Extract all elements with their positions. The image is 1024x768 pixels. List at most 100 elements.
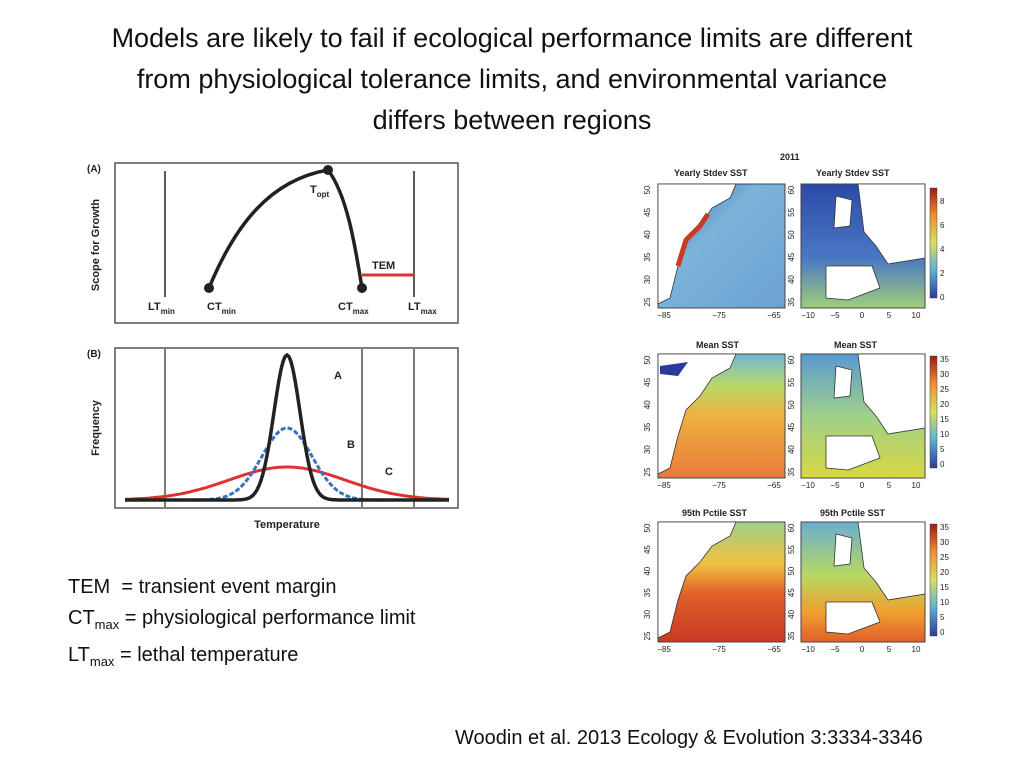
map-ytick-right: 35 bbox=[787, 631, 796, 640]
scale-r1-tick-2: 4 bbox=[940, 245, 945, 254]
scale-r2-tick-1: 30 bbox=[940, 370, 949, 379]
map-ytick-right: 50 bbox=[787, 566, 796, 575]
map-xtick-right: 5 bbox=[887, 481, 892, 490]
map-xtick-right: 0 bbox=[860, 481, 865, 490]
scale-r3-tick-2: 25 bbox=[940, 553, 949, 562]
slide-title: Models are likely to fail if ecological … bbox=[20, 18, 1004, 141]
map-ytick-right: 60 bbox=[787, 523, 796, 532]
map-ytick-left: 25 bbox=[643, 297, 652, 306]
scale-r3-tick-3: 20 bbox=[940, 568, 949, 577]
title-line-2: from physiological tolerance limits, and… bbox=[136, 64, 888, 94]
map-xtick-right: −10 bbox=[801, 481, 815, 490]
map-ytick-left: 50 bbox=[643, 185, 652, 194]
scale-r2-tick-2: 25 bbox=[940, 385, 949, 394]
map-xtick-left: −65 bbox=[767, 645, 781, 654]
panel-a-scope-for-growth: (A) Scope for Growth TEM Topt LTmin CTmi… bbox=[85, 155, 470, 327]
coast-hot-r1-left bbox=[675, 212, 711, 267]
topt-label: Topt bbox=[310, 184, 330, 199]
curve-b bbox=[125, 426, 449, 502]
scale-r3-tick-5: 10 bbox=[940, 598, 949, 607]
scale-r3 bbox=[929, 523, 938, 637]
scale-r2-tick-5: 10 bbox=[940, 430, 949, 439]
land-r1-right bbox=[825, 183, 926, 301]
map-ytick-right: 45 bbox=[787, 588, 796, 597]
panel-a-ylabel: Scope for Growth bbox=[90, 199, 102, 292]
map-xtick-left: −75 bbox=[712, 311, 726, 320]
map-ytick-left: 30 bbox=[643, 609, 652, 618]
definition-ltmax: LTmax = lethal temperature bbox=[68, 644, 299, 669]
definition-tem: TEM = transient event margin bbox=[68, 576, 337, 598]
map-ytick-left: 45 bbox=[643, 207, 652, 216]
map-ytick-right: 40 bbox=[787, 445, 796, 454]
curve-a bbox=[125, 352, 449, 502]
scale-r1-tick-4: 0 bbox=[940, 293, 945, 302]
citation: Woodin et al. 2013 Ecology & Evolution 3… bbox=[455, 727, 923, 749]
curve-c bbox=[125, 465, 449, 501]
map-ytick-left: 35 bbox=[643, 252, 652, 261]
map-ytick-right: 45 bbox=[787, 252, 796, 261]
map-xtick-left: −75 bbox=[712, 481, 726, 490]
map-ytick-right: 50 bbox=[787, 230, 796, 239]
map-xtick-right: −5 bbox=[830, 481, 840, 490]
map-ytick-left: 35 bbox=[643, 588, 652, 597]
map-title-r3-left: 95th Pctile SST bbox=[682, 508, 748, 518]
land-r2-left bbox=[657, 353, 737, 475]
map-xtick-left: −75 bbox=[712, 645, 726, 654]
map-xtick-right: 10 bbox=[912, 645, 921, 654]
map-xtick-right: 10 bbox=[912, 311, 921, 320]
scale-r3-tick-4: 15 bbox=[940, 583, 949, 592]
map-title-r2-right: Mean SST bbox=[834, 340, 878, 350]
map-title-r1-left: Yearly Stdev SST bbox=[674, 168, 748, 178]
map-xtick-right: −10 bbox=[801, 311, 815, 320]
map-ytick-right: 55 bbox=[787, 377, 796, 386]
map-xtick-right: 0 bbox=[860, 311, 865, 320]
map-xtick-right: 5 bbox=[887, 645, 892, 654]
scale-r2-tick-0: 35 bbox=[940, 355, 949, 364]
scale-r3-tick-0: 35 bbox=[940, 523, 949, 532]
map-ytick-left: 45 bbox=[643, 545, 652, 554]
map-ytick-right: 35 bbox=[787, 297, 796, 306]
map-ytick-left: 25 bbox=[643, 467, 652, 476]
definitions-legend: TEM = transient event margin CTmax = phy… bbox=[68, 572, 415, 677]
scale-r3-tick-7: 0 bbox=[940, 628, 945, 637]
scale-r2-tick-7: 0 bbox=[940, 460, 945, 469]
map-xtick-right: 10 bbox=[912, 481, 921, 490]
map-ytick-left: 40 bbox=[643, 230, 652, 239]
panel-b-frequency: (B) Frequency Temperature A B C bbox=[85, 340, 470, 540]
lt-min-label: LTmin bbox=[148, 301, 175, 316]
map-xtick-left: −65 bbox=[767, 481, 781, 490]
panel-a-frame bbox=[114, 162, 459, 324]
map-ytick-left: 50 bbox=[643, 355, 652, 364]
maps-year: 2011 bbox=[780, 152, 800, 162]
map-ytick-left: 30 bbox=[643, 445, 652, 454]
scale-r3-tick-1: 30 bbox=[940, 538, 949, 547]
map-ytick-right: 60 bbox=[787, 355, 796, 364]
scale-r1-tick-1: 6 bbox=[940, 221, 945, 230]
ct-max-point bbox=[357, 283, 367, 293]
map-ytick-left: 40 bbox=[643, 566, 652, 575]
map-ytick-right: 50 bbox=[787, 400, 796, 409]
map-ytick-right: 40 bbox=[787, 609, 796, 618]
map-title-r1-right: Yearly Stdev SST bbox=[816, 168, 890, 178]
title-line-1: Models are likely to fail if ecological … bbox=[111, 23, 913, 53]
curve-a-label: A bbox=[334, 370, 342, 382]
scale-r1-tick-3: 2 bbox=[940, 269, 945, 278]
map-xtick-left: −65 bbox=[767, 311, 781, 320]
map-ytick-right: 55 bbox=[787, 545, 796, 554]
curve-c-label: C bbox=[385, 466, 393, 478]
performance-curve bbox=[207, 168, 364, 289]
map-ytick-right: 55 bbox=[787, 207, 796, 216]
map-xtick-right: −5 bbox=[830, 645, 840, 654]
scale-r2-tick-3: 20 bbox=[940, 400, 949, 409]
map-ytick-right: 45 bbox=[787, 422, 796, 431]
panel-b-frame bbox=[114, 347, 459, 509]
map-xtick-left: −85 bbox=[657, 311, 671, 320]
map-title-r3-right: 95th Pctile SST bbox=[820, 508, 886, 518]
map-xtick-right: −5 bbox=[830, 311, 840, 320]
panel-b-tag: (B) bbox=[87, 349, 101, 360]
topt-point bbox=[323, 165, 333, 175]
map-ytick-left: 35 bbox=[643, 422, 652, 431]
map-xtick-right: 0 bbox=[860, 645, 865, 654]
map-ytick-right: 40 bbox=[787, 275, 796, 284]
map-ytick-right: 60 bbox=[787, 185, 796, 194]
